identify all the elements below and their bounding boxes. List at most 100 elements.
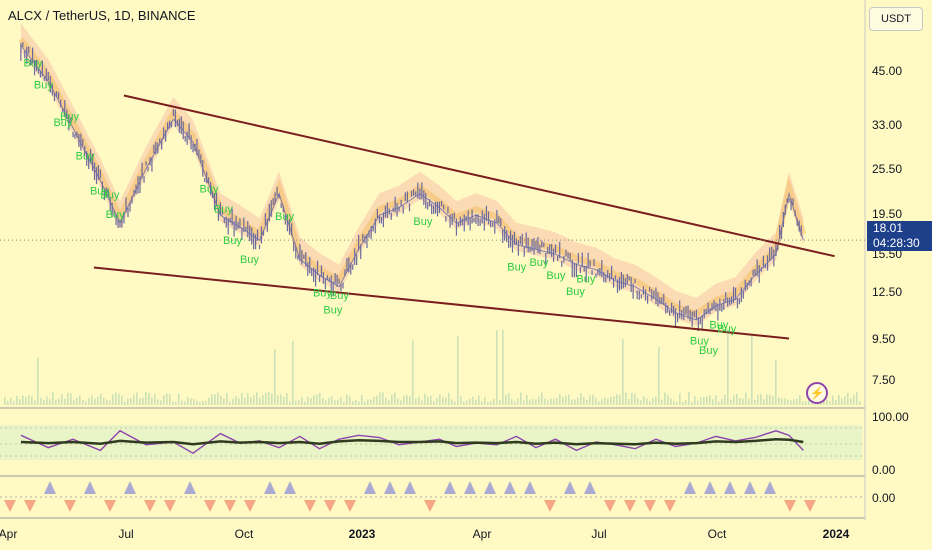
volume-bar: [214, 394, 216, 405]
volume-bar: [499, 400, 501, 405]
signal-triangle-down: [304, 500, 316, 512]
buy-label: Buy: [200, 184, 219, 196]
volume-bar: [577, 397, 579, 405]
volume-bar: [268, 392, 270, 405]
volume-bar: [472, 396, 474, 405]
volume-bar: [565, 395, 567, 405]
volume-bar: [538, 396, 540, 405]
volume-bar: [109, 400, 111, 405]
volume-bar: [361, 394, 363, 405]
volume-bar: [202, 401, 204, 405]
volume-bar: [244, 397, 246, 405]
buy-label: Buy: [323, 304, 342, 316]
volume-bar: [760, 393, 762, 405]
volume-bar: [706, 396, 708, 405]
osc-tick-label: 100.00: [872, 410, 909, 424]
buy-label: Buy: [413, 216, 432, 228]
volume-bar: [550, 398, 552, 405]
volume-bar: [853, 394, 855, 405]
volume-bar: [838, 394, 840, 405]
volume-bar: [832, 395, 834, 405]
volume-bar: [709, 395, 711, 405]
volume-bar: [28, 395, 30, 405]
volume-bar: [682, 401, 684, 405]
volume-bar: [619, 394, 621, 405]
volume-bar: [430, 395, 432, 405]
volume-bar: [154, 394, 156, 405]
volume-bar: [598, 401, 600, 405]
volume-bar: [13, 401, 15, 405]
volume-bar: [190, 398, 192, 405]
volume-bar: [685, 400, 687, 405]
y-tick-label: 9.50: [872, 332, 896, 346]
volume-bar: [355, 399, 357, 405]
y-tick-label: 45.00: [872, 64, 903, 78]
volume-bar: [70, 393, 72, 405]
volume-bar: [55, 399, 57, 405]
signal-triangle-up: [584, 481, 596, 494]
volume-bar: [763, 399, 765, 405]
volume-bar: [274, 349, 276, 405]
buy-label: Buy: [106, 209, 125, 221]
signal-triangle-up: [44, 481, 56, 494]
volume-bar: [193, 399, 195, 405]
volume-bar: [448, 393, 450, 405]
last-price-value: 18.01: [873, 221, 904, 235]
volume-bar: [547, 400, 549, 405]
volume-bar: [517, 398, 519, 405]
volume-bar: [727, 328, 729, 405]
volume-bar: [535, 399, 537, 405]
volume-bar: [358, 401, 360, 405]
volume-bar: [496, 330, 498, 405]
volume-bar: [97, 397, 99, 405]
signal-triangle-up: [124, 481, 136, 494]
volume-bar: [349, 396, 351, 405]
volume-bar: [364, 401, 366, 405]
volume-bar: [322, 398, 324, 405]
volume-bar: [256, 392, 258, 405]
volume-bar: [325, 400, 327, 405]
buy-label: Buy: [240, 254, 259, 266]
volume-bar: [766, 394, 768, 405]
volume-bar: [688, 392, 690, 405]
volume-bar: [511, 398, 513, 405]
volume-bar: [61, 394, 63, 405]
volume-bar: [469, 398, 471, 405]
signal-triangle-up: [484, 481, 496, 494]
volume-bar: [163, 395, 165, 405]
volume-bar: [31, 396, 33, 405]
volume-bar: [253, 395, 255, 405]
volume-bar: [112, 394, 114, 405]
volume-bar: [43, 400, 45, 405]
volume-bar: [196, 400, 198, 405]
buy-label: Buy: [576, 273, 595, 285]
volume-bar: [262, 394, 264, 405]
y-tick-label: 25.50: [872, 162, 903, 176]
signal-triangle-up: [684, 481, 696, 494]
currency-selector[interactable]: USDT: [869, 7, 923, 31]
volume-bar: [304, 401, 306, 405]
volume-bar: [580, 393, 582, 405]
volume-bar: [526, 394, 528, 405]
buy-label: Buy: [566, 286, 585, 298]
signal-triangle-down: [624, 500, 636, 512]
volume-bar: [334, 400, 336, 405]
buy-label: Buy: [330, 290, 349, 302]
signal-triangle-up: [284, 481, 296, 494]
lightning-icon[interactable]: ⚡: [806, 382, 828, 404]
volume-bar: [541, 392, 543, 405]
volume-bar: [280, 394, 282, 405]
volume-bar: [460, 395, 462, 405]
signal-triangle-down: [644, 500, 656, 512]
volume-bar: [640, 400, 642, 405]
volume-bar: [223, 398, 225, 405]
volume-bar: [676, 401, 678, 405]
volume-bar: [751, 333, 753, 405]
volume-bar: [166, 393, 168, 405]
volume-bar: [415, 398, 417, 405]
volume-bar: [73, 399, 75, 405]
volume-bar: [571, 399, 573, 405]
volume-bar: [88, 397, 90, 405]
volume-bar: [118, 393, 120, 405]
y-tick-label: 7.50: [872, 373, 896, 387]
